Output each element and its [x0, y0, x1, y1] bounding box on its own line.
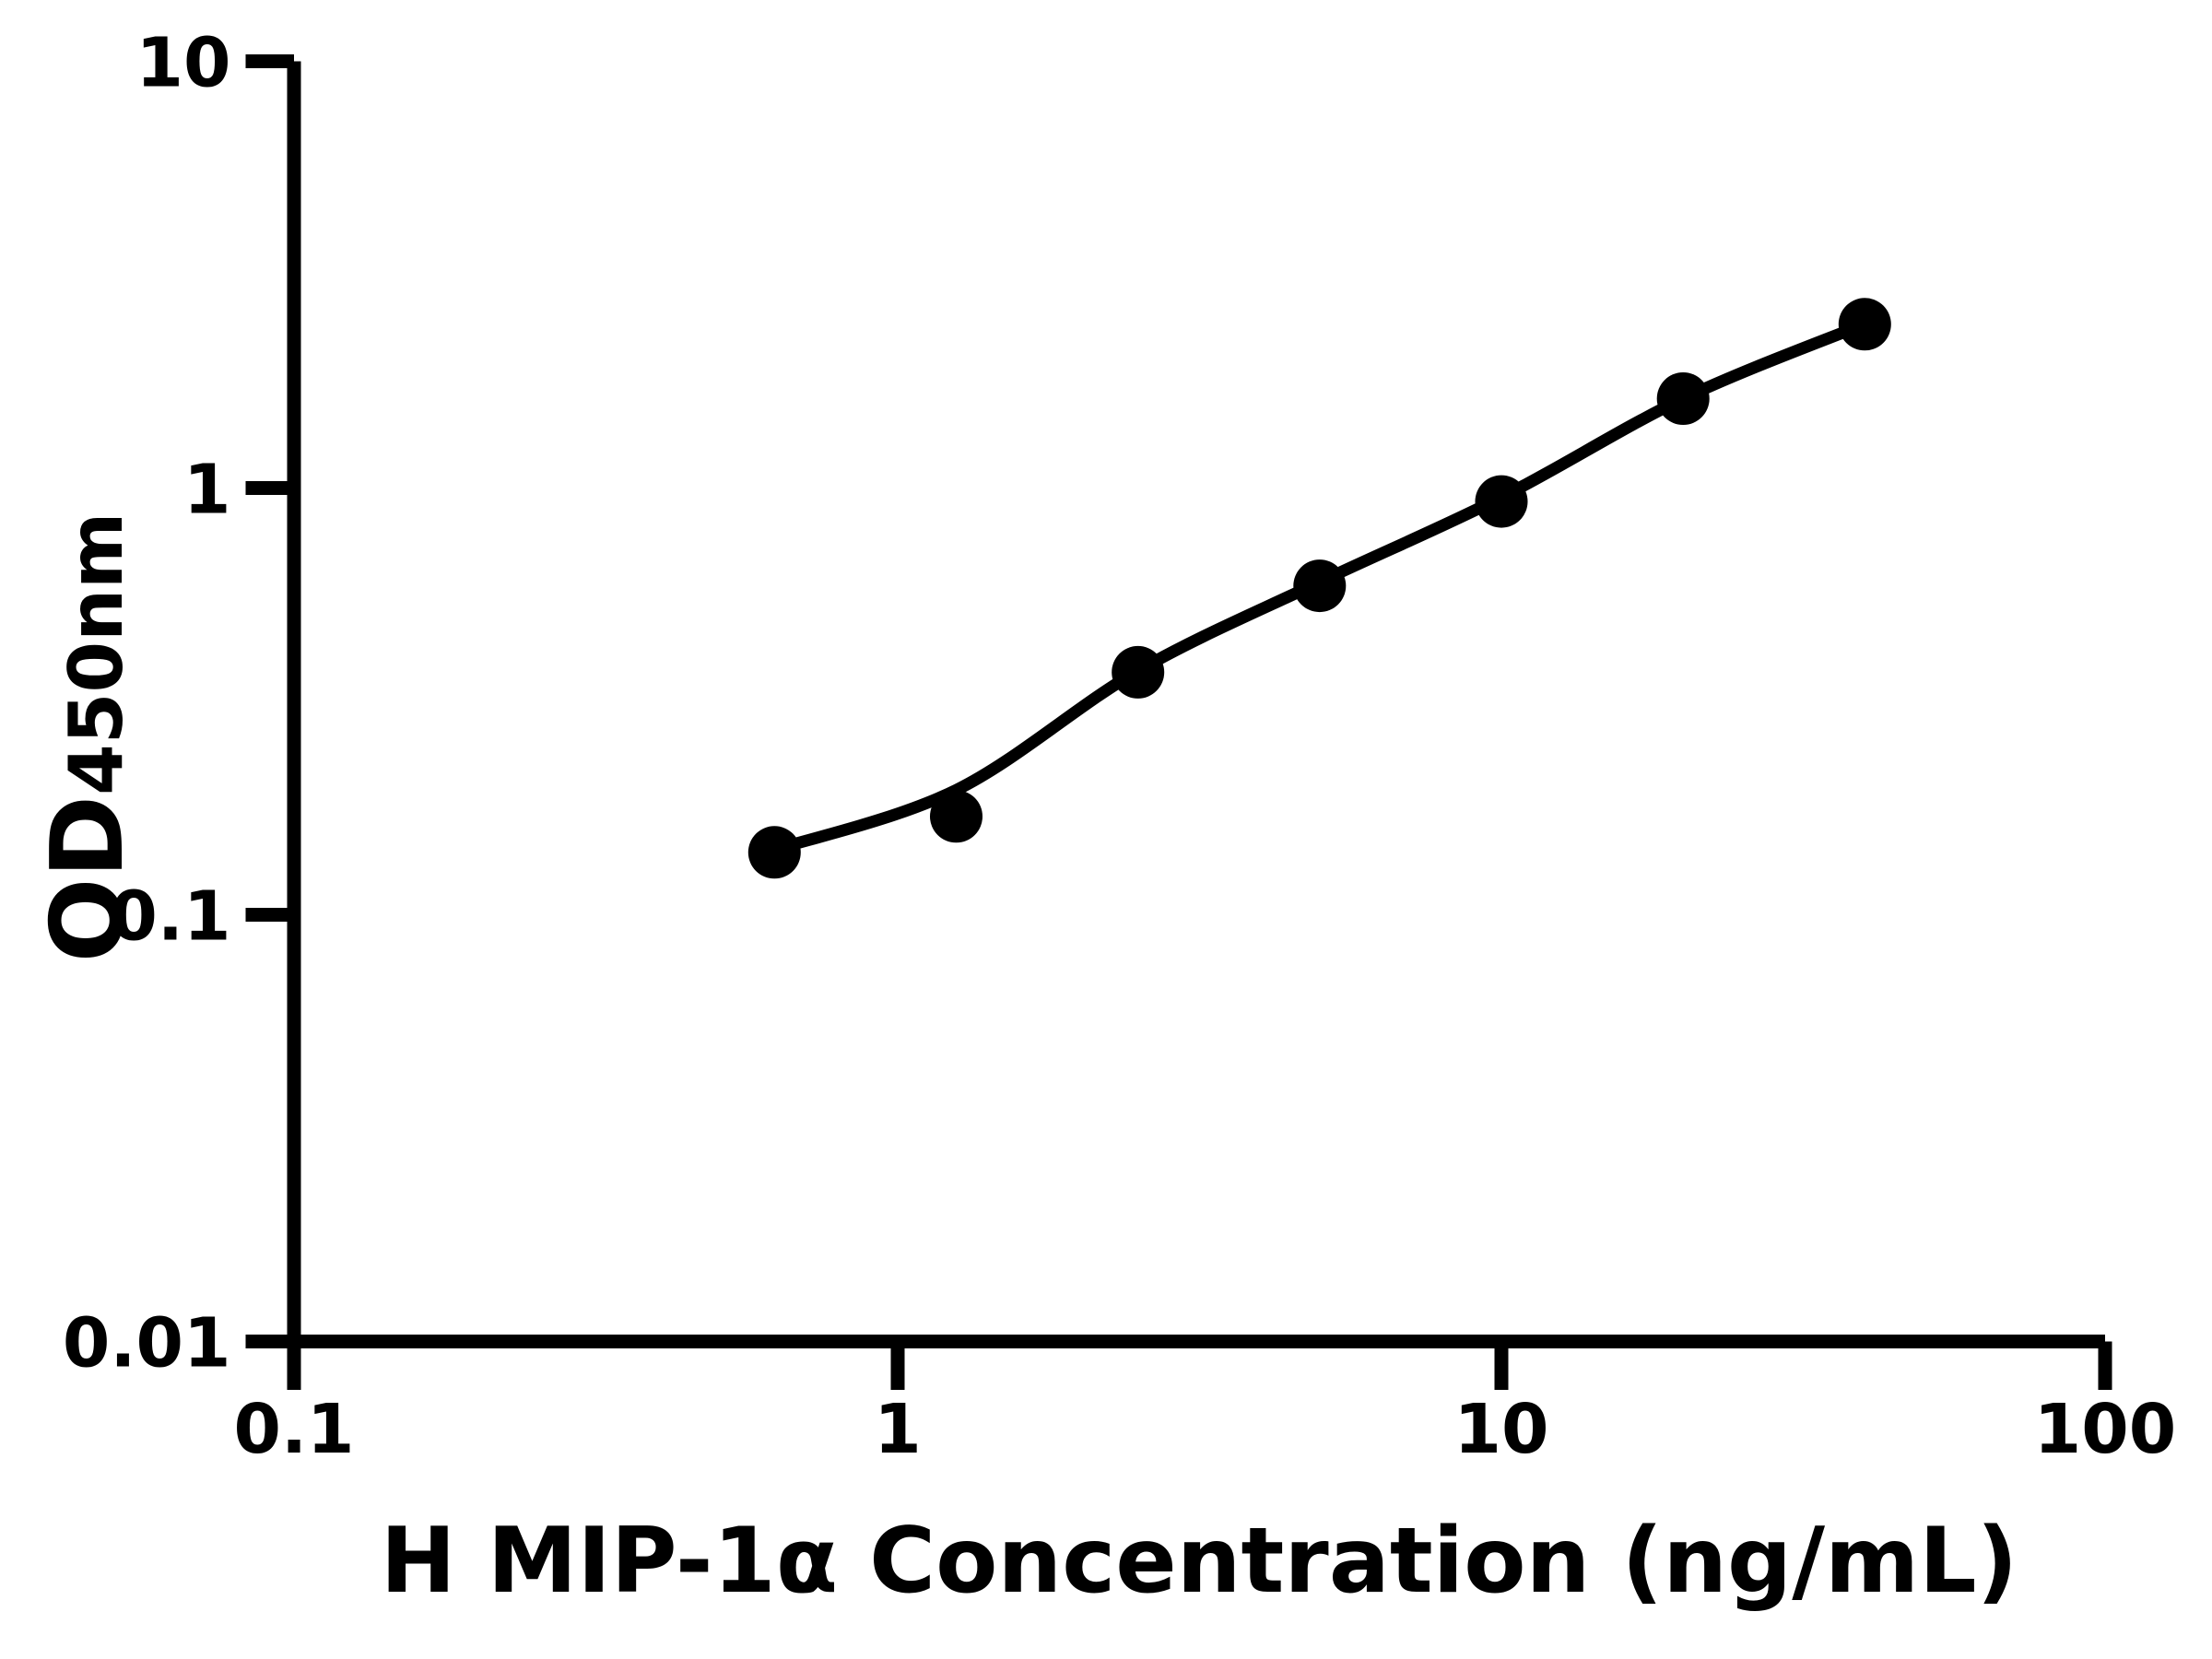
y-tick-label: 1	[183, 451, 231, 530]
y-axis-title-main: OD	[30, 795, 146, 962]
data-point-marker	[1656, 372, 1710, 425]
y-axis-title-sub: 450nm	[53, 512, 139, 795]
data-point-marker	[1112, 645, 1165, 699]
x-axis-title: H MIP-1α Concentration (ng/mL)	[381, 1509, 2018, 1614]
data-point-marker	[1475, 475, 1528, 528]
data-point-marker	[747, 826, 801, 879]
y-tick-label: 0.1	[110, 877, 230, 957]
data-point-marker	[930, 790, 982, 843]
x-tick-label: 100	[2034, 1390, 2176, 1469]
data-layer	[747, 298, 1891, 879]
y-axis-title: OD450nm	[30, 512, 146, 963]
data-point-marker	[1293, 559, 1347, 613]
x-tick-label: 1	[874, 1390, 922, 1469]
x-tick-label: 0.1	[233, 1390, 354, 1469]
y-tick-label: 10	[136, 24, 231, 103]
y-tick-label: 0.01	[63, 1304, 231, 1383]
data-point-marker	[1838, 298, 1891, 351]
x-tick-label: 10	[1454, 1390, 1549, 1469]
